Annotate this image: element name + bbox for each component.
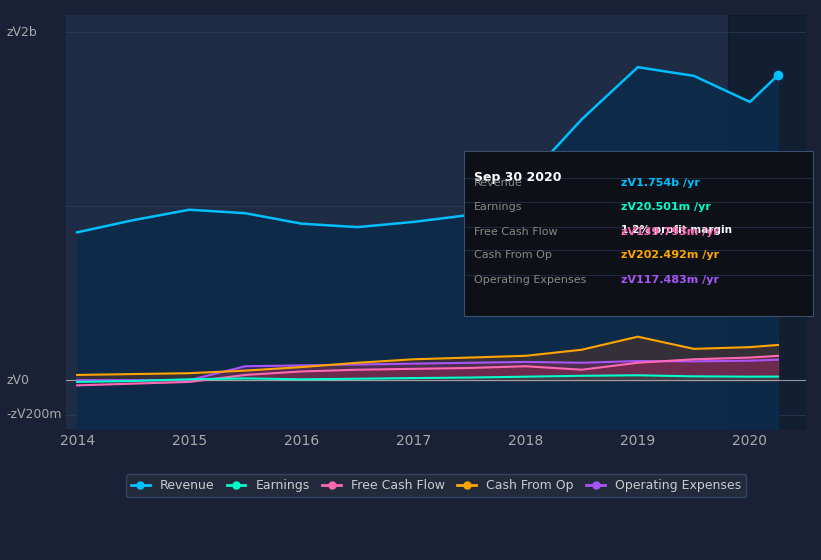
- Text: Revenue: Revenue: [475, 178, 523, 188]
- Text: Earnings: Earnings: [475, 202, 523, 212]
- Text: zᐯ2b: zᐯ2b: [7, 26, 38, 39]
- Bar: [727, 15, 806, 429]
- Text: zᐯ117.483m /yr: zᐯ117.483m /yr: [621, 275, 719, 285]
- Text: Operating Expenses: Operating Expenses: [475, 275, 587, 285]
- Text: 1.2% profit margin: 1.2% profit margin: [621, 226, 732, 235]
- Text: zᐯ202.492m /yr: zᐯ202.492m /yr: [621, 250, 719, 260]
- Text: zᐯ139.793m /yr: zᐯ139.793m /yr: [621, 227, 719, 237]
- Text: Cash From Op: Cash From Op: [475, 250, 553, 260]
- Text: zᐯ0: zᐯ0: [7, 374, 30, 386]
- Text: Sep 30 2020: Sep 30 2020: [475, 171, 562, 184]
- Text: zᐯ1.754b /yr: zᐯ1.754b /yr: [621, 178, 699, 188]
- Text: Free Cash Flow: Free Cash Flow: [475, 227, 558, 237]
- Legend: Revenue, Earnings, Free Cash Flow, Cash From Op, Operating Expenses: Revenue, Earnings, Free Cash Flow, Cash …: [126, 474, 746, 497]
- Text: zᐯ20.501m /yr: zᐯ20.501m /yr: [621, 202, 711, 212]
- Text: -zᐯ200m: -zᐯ200m: [7, 408, 62, 422]
